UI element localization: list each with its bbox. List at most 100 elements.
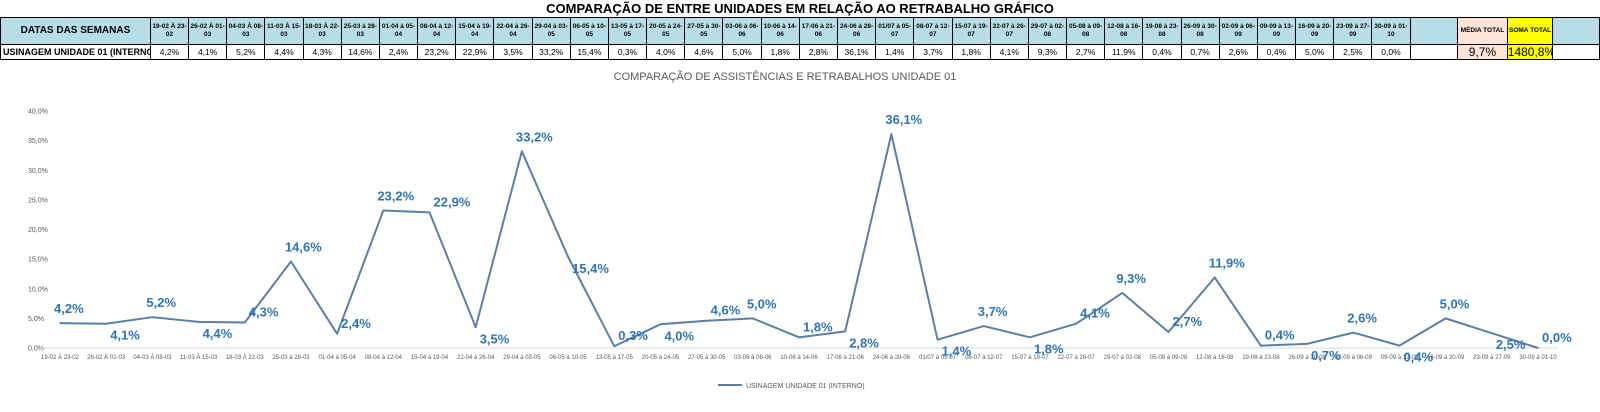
- data-label: 11,9%: [1209, 255, 1246, 270]
- row-label: USINAGEM UNIDADE 01 (INTERNO: [0, 44, 151, 60]
- summary-table: DATAS DAS SEMANAS 19-02 À 23-02 26-02 À 0…: [0, 17, 1600, 60]
- week-header-cell: 19-02 À 23-02: [149, 17, 190, 45]
- data-label: 3,7%: [978, 304, 1008, 319]
- data-point: [521, 150, 523, 153]
- data-point: [613, 345, 616, 348]
- week-header-cell: 15-04 à 19-04: [455, 17, 495, 45]
- week-header-cell: 26-09 à 30-08: [1180, 17, 1220, 45]
- data-point: [1121, 292, 1124, 294]
- data-point: [890, 133, 893, 135]
- week-header-cell: 25-03 à 28-03: [340, 17, 380, 45]
- y-tick-label: 0,0%: [28, 346, 44, 353]
- week-header-cell: 24-06 à 28-06: [836, 17, 877, 45]
- header-filler: [1552, 17, 1600, 45]
- y-tick-label: 5,0%: [28, 316, 44, 323]
- week-value-cell: 1,4%: [875, 44, 915, 60]
- week-header-cell: 30-09 à 01-10: [1371, 17, 1411, 45]
- x-tick-label: 02-09 à 06-09: [1335, 355, 1373, 361]
- week-value-cell: 0,7%: [1180, 44, 1220, 60]
- data-point: [798, 336, 800, 339]
- week-header-cell: 10-06 à 14-06: [760, 17, 800, 45]
- week-header-cell: 17-06 à 21-06: [798, 17, 838, 45]
- data-point: [290, 260, 292, 263]
- x-tick-label: 22-07 à 26-07: [1057, 355, 1095, 361]
- main-title: COMPARAÇÃO DE ENTRE UNIDADES EM RELAÇÃO …: [546, 1, 1054, 16]
- data-label: 1,4%: [942, 344, 972, 359]
- week-header-cell: 13-05 à 17-05: [607, 17, 648, 45]
- week-value-cell: 3,7%: [913, 44, 953, 60]
- y-tick-label: 35,0%: [28, 138, 48, 145]
- week-header-cell: 16-09 à 20-09: [1295, 17, 1335, 45]
- data-point: [105, 322, 107, 325]
- data-point: [752, 317, 754, 320]
- week-value-cell: 5,0%: [722, 44, 762, 60]
- week-value-cell: 3,5%: [493, 44, 533, 60]
- x-tick-label: 01-04 à 05-04: [318, 355, 356, 361]
- data-label: 5,0%: [747, 296, 777, 311]
- x-tick-label: 23-09 à 27-09: [1473, 355, 1511, 361]
- x-axis: 19-02 À 23-02 26-02 À 01-03 04-03 À 08-03 1…: [41, 354, 1557, 361]
- week-value-cell: 15,4%: [569, 44, 609, 60]
- data-point: [1537, 347, 1539, 349]
- data-label: 0,7%: [1311, 348, 1341, 363]
- chart-title: COMPARAÇÃO DE ASSISTÊNCIAS E RETRABALHOS…: [614, 70, 957, 83]
- media-total-value: 9,7%: [1457, 44, 1508, 60]
- data-point: [1491, 332, 1493, 334]
- week-header-cell: 15-07 à 19-07: [951, 17, 991, 45]
- data-point: [982, 325, 985, 327]
- week-header-label: DATAS DAS SEMANAS: [0, 17, 151, 45]
- x-tick-label: 27-05 à 30-05: [688, 355, 726, 361]
- value-filler: [1552, 44, 1600, 60]
- legend: USINAGEM UNIDADE 01 (INTERNO): [718, 383, 865, 390]
- data-label: 0,3%: [618, 328, 648, 343]
- data-labels: 4,2% 4,1% 5,2% 4,4% 4,3% 14,6% 2,4% 23,2% 22,9% 3…: [54, 112, 1572, 365]
- week-header-cell: 29-07 à 02-08: [1027, 17, 1068, 45]
- week-header-row: DATAS DAS SEMANAS 19-02 À 23-02 26-02 À 0…: [0, 17, 1600, 45]
- week-header-cell: 23-09 à 27-09: [1333, 17, 1373, 45]
- week-header-cell: 20-05 à 24-05: [646, 17, 686, 45]
- week-value-cell: 36,1%: [836, 44, 877, 60]
- week-header-cell: 02-09 à 06-09: [1218, 17, 1258, 45]
- data-point: [474, 326, 477, 329]
- x-tick-label: 24-06 à 28-06: [873, 355, 911, 361]
- data-label: 1,8%: [1034, 341, 1064, 356]
- data-point: [844, 330, 846, 333]
- data-point: [197, 321, 200, 323]
- x-tick-label: 15-04 à 19-04: [411, 355, 449, 361]
- soma-total-value: 1480,8%: [1506, 44, 1554, 60]
- data-point: [936, 338, 939, 341]
- x-tick-label: 18-03 À 22-03: [226, 354, 265, 361]
- week-header-cell: 27-05 à 30-05: [684, 17, 724, 45]
- y-axis: 0,0% 5,0% 10,0% 15,0% 20,0% 25,0% 30,0% 35,0% 40…: [28, 109, 1558, 353]
- data-label: 9,3%: [1116, 271, 1146, 286]
- week-value-cell: 1,8%: [760, 44, 800, 60]
- week-header-cell: 03-06 à 06-06: [722, 17, 762, 45]
- data-label: 5,2%: [146, 295, 176, 310]
- week-value-cell: 14,6%: [340, 44, 380, 60]
- x-tick-label: 04-03 À 08-03: [133, 354, 172, 361]
- x-tick-label: 09-09 à 13-09: [1381, 355, 1419, 361]
- x-tick-label: 30-09 à 01-10: [1519, 355, 1557, 361]
- x-tick-label: 15-07 à 19-07: [1011, 355, 1049, 361]
- week-value-cell: 2,6%: [1218, 44, 1258, 60]
- data-point: [336, 332, 338, 335]
- week-header-cell: 06-05 à 10-05: [569, 17, 609, 45]
- x-tick-label: 26-02 À 01-03: [87, 354, 126, 361]
- week-header-cell: 26-02 À 01-03: [188, 17, 228, 45]
- week-value-cell: 5,2%: [226, 44, 266, 60]
- x-tick-label: 16-09 à 20-09: [1427, 355, 1465, 361]
- data-label: 2,8%: [849, 335, 879, 350]
- x-tick-label: 19-02 À 23-02: [41, 354, 80, 361]
- x-tick-label: 26-09 à 30-08: [1288, 355, 1326, 361]
- data-label: 2,7%: [1173, 314, 1203, 329]
- x-tick-label: 22-04 à 26-04: [457, 355, 495, 361]
- x-tick-label: 06-05 à 10-05: [549, 355, 587, 361]
- week-value-cell: 0,3%: [607, 44, 648, 60]
- data-label: 4,2%: [54, 301, 84, 316]
- y-tick-label: 25,0%: [28, 197, 48, 204]
- week-value-cell: 33,2%: [531, 44, 571, 60]
- data-label: 22,9%: [434, 194, 471, 209]
- data-label: 4,1%: [1080, 306, 1110, 321]
- week-value-cell: 4,1%: [989, 44, 1029, 60]
- week-value-cell: 4,2%: [149, 44, 190, 60]
